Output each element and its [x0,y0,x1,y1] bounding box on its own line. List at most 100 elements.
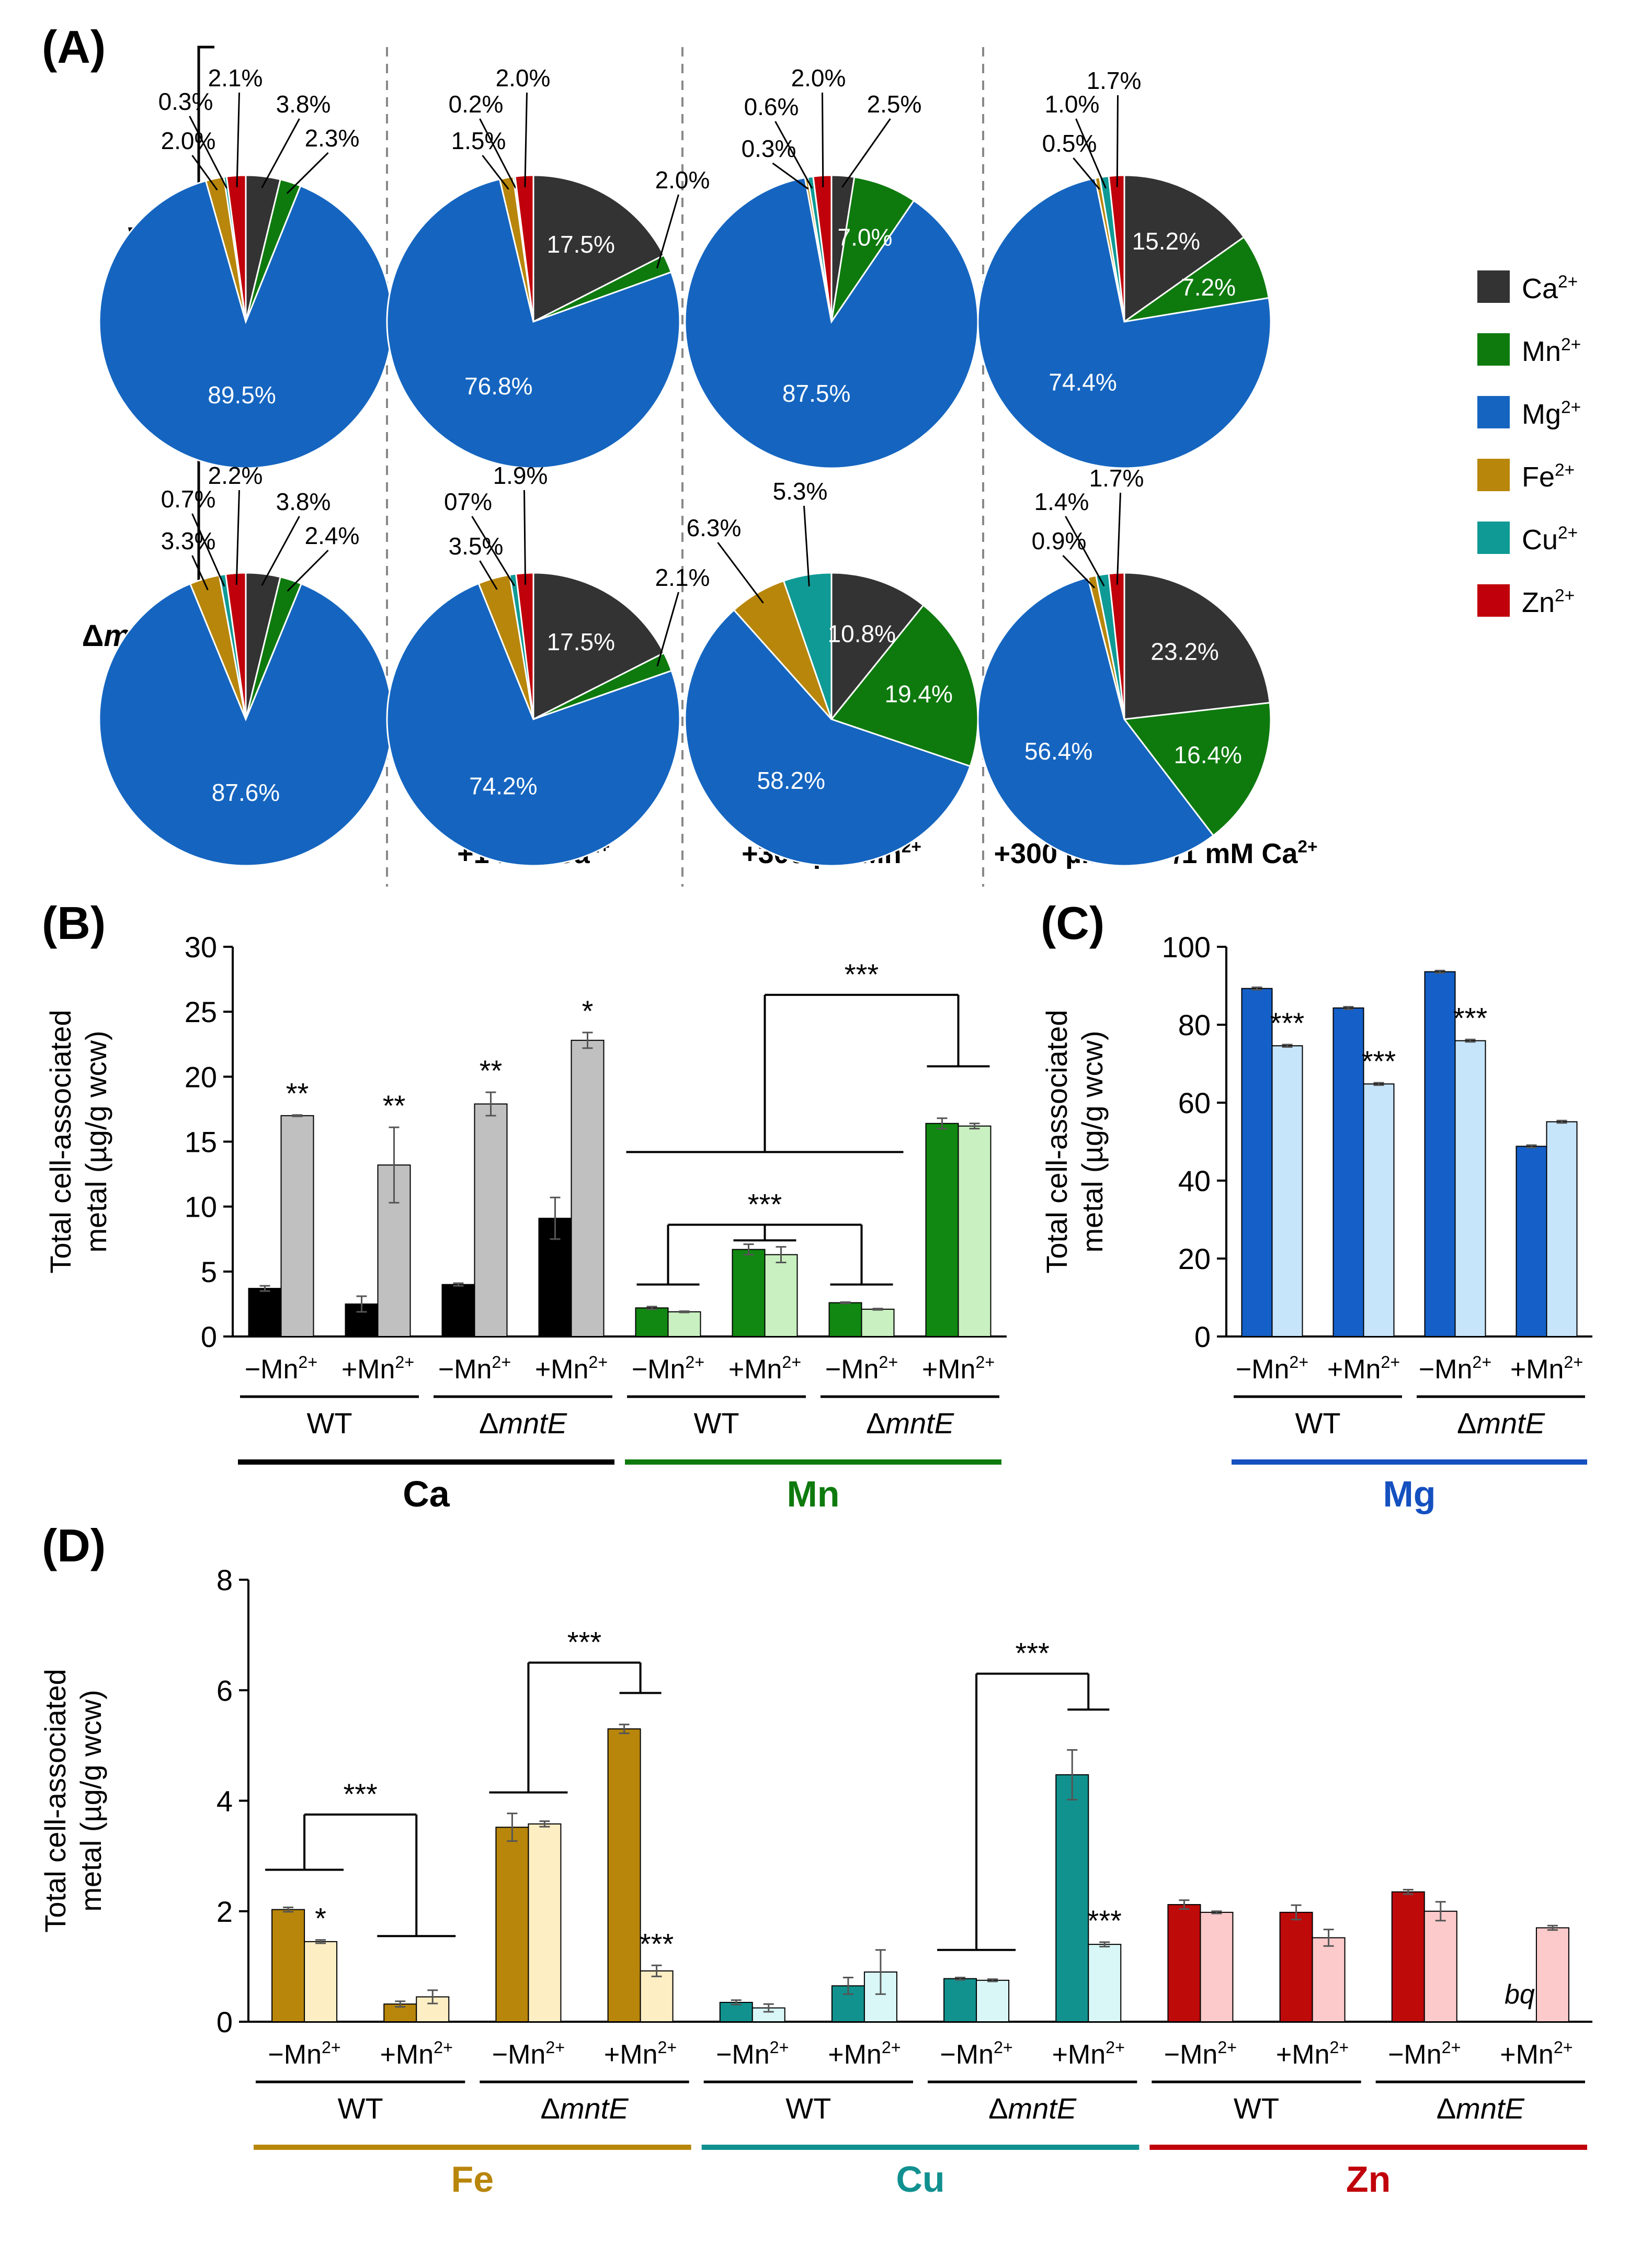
bar-mg-plus-mn [1271,1045,1303,1337]
text-part: WT [306,1407,352,1440]
superscript: 2+ [658,2038,677,2057]
x-condition-label: +Mn2+​ [535,1353,608,1385]
panel-label-c: (C) [1041,897,1104,949]
slice-leader-line [803,505,810,587]
slice-leader-line [1073,157,1100,190]
text-part: (C) [1041,897,1104,949]
text-part: (D) [42,1520,106,1571]
x-condition-label: −Mn2+​ [245,1353,317,1385]
text-part: WT [1295,1407,1340,1440]
slice-leader-line [261,516,300,586]
superscript: 2+ [1381,1353,1400,1372]
genotype-label: WT [1295,1407,1340,1440]
x-condition-label: +Mn2+​ [1052,2038,1125,2070]
bar-group-mg [1424,969,1486,1338]
x-condition-label: +Mn2+​ [1510,1353,1583,1385]
bar-mg-minus-mn [1332,1007,1364,1337]
bar-fe-minus-mn [495,1827,529,2022]
slice-leader-line [261,118,300,188]
pie-slice-mg [684,609,972,867]
bar-fe-plus-mn [304,1941,338,2022]
text-part: (A) [42,21,106,73]
bar-group-zn [1279,1904,1346,2023]
legend-swatch-mg [1477,396,1510,428]
superscript: 2+ [994,2038,1013,2057]
legend-label-fe: Fe2+​ [1522,460,1575,493]
legend-label-zn: Zn2+​ [1522,586,1575,618]
slice-value-label: 0.7% [161,485,216,513]
significance-marker: ** [383,1089,406,1122]
slice-value-label: 2.0% [791,64,846,92]
pie-chart [977,95,1272,469]
bar-group-mn [828,1301,895,1338]
text-part: Fe [1522,461,1555,493]
text-part: −Mn [940,2040,994,2070]
y-tick-label: 100 [1162,931,1211,964]
y-tick-label: 4 [217,1785,233,1818]
bar-group-ca [248,1114,314,1338]
slice-value-label: 76.8% [464,372,532,400]
bar-group-zn [1391,1889,1457,2022]
legend-label-mn: Mn2+​ [1522,335,1581,367]
genotype-label: ΔmntE [479,1407,567,1440]
slice-value-label: 17.5% [546,231,614,258]
bar-group-cu [943,1977,1010,2023]
delta-symbol: Δ [479,1407,498,1440]
text-part: Zn [1522,587,1555,618]
slice-value-label: 56.4% [1024,738,1092,765]
text-part: Mg [1522,399,1561,430]
superscript: 2+ [770,2038,789,2057]
x-condition-label: −Mn2+​ [825,1353,898,1385]
y-axis-label: Total cell-associatedmetal (µg/g wcw) [1040,1010,1109,1273]
x-condition-label: +Mn2+​ [1327,1353,1400,1385]
text-part: +Mn [1052,2040,1106,2070]
legend-swatch-zn [1477,584,1510,617]
y-label-line1: Total cell-associated [44,1010,77,1273]
slice-leader-line [189,116,228,189]
slice-value-label: 1.0% [1045,90,1100,118]
pie-slice-zn [514,174,534,322]
pie-slice-ca [532,572,665,721]
slice-value-label: 87.5% [782,380,850,407]
superscript: 2+ [882,2038,901,2057]
significance-marker: * [315,1902,326,1935]
slice-leader-line [524,92,528,187]
superscript: 2+ [1217,2038,1237,2057]
x-condition-label: +Mn2+​ [341,1353,414,1385]
bar-cu-minus-mn [1055,1774,1089,2022]
pie-slice-mn [830,176,915,322]
slice-value-label: 1.5% [451,127,506,154]
panel-label-d: (D) [42,1520,106,1571]
bar-mg-minus-mn [1241,988,1273,1337]
slice-leader-line [1116,95,1119,187]
bar-ca-minus-mn [248,1288,282,1338]
pie-slice-mg [386,178,681,469]
pie-slice-ca [532,174,665,323]
text-part: +Mn [380,2040,434,2070]
slice-value-label: 15.2% [1132,228,1200,255]
slice-value-label: 89.5% [208,381,276,409]
superscript: 2+ [879,1353,898,1372]
bar-zn-minus-mn [1279,1911,1313,2023]
bar-cu-plus-mn [976,1979,1010,2022]
superscript: 2+ [1555,460,1575,480]
bar-cu-minus-mn [831,1985,865,2022]
slice-value-label: 1.9% [493,462,548,489]
bar-group-cu [831,1949,897,2022]
genotype-label: ΔmntE [866,1407,954,1440]
metal-group-label: Zn [1346,2159,1391,2200]
slice-value-label: 1.7% [1087,67,1142,94]
y-tick-label: 60 [1178,1086,1211,1119]
bar-mn-minus-mn [925,1123,959,1338]
pie-chart [98,92,393,469]
text-part: −Mn [438,1354,492,1385]
bracket-significance: *** [1015,1637,1049,1670]
slice-leader-line [479,118,517,189]
superscript: 2+ [1297,837,1317,856]
legend-swatch-mn [1477,333,1510,366]
text-part: Cu [1522,524,1558,556]
text-part: −Mn [716,2040,770,2070]
y-label-line1: Total cell-associated [39,1669,72,1932]
slice-value-label: 7.2% [1181,274,1236,301]
